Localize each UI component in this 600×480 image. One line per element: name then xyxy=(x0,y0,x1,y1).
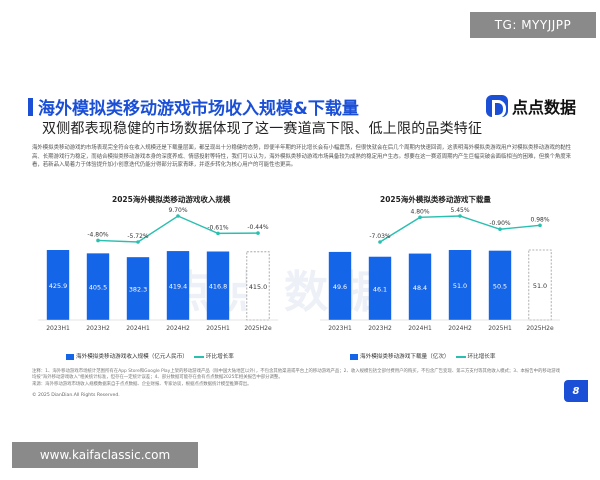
brand-logo: 点点数据 xyxy=(485,94,576,118)
download-bar-value-label: 51.0 xyxy=(453,282,467,290)
revenue-growth-point xyxy=(176,214,180,218)
revenue-bar-value-label: 419.4 xyxy=(169,283,187,291)
download-growth-label: 0.98% xyxy=(530,216,549,223)
slide-subtitle: 双侧都表现稳健的市场数据体现了这一赛道高下限、低上限的品类特征 xyxy=(42,121,483,137)
revenue-growth-label: -5.72% xyxy=(127,233,149,240)
revenue-growth-label: 9.70% xyxy=(168,207,187,214)
diandian-logo-icon xyxy=(485,95,508,118)
download-x-tick-label: 2023H2 xyxy=(368,325,392,332)
legend-bar-swatch xyxy=(66,353,74,360)
revenue-growth-point xyxy=(136,240,140,244)
legend-label-growth: 环比增长率 xyxy=(205,354,234,360)
revenue-bar-value-label: 382.3 xyxy=(129,286,147,294)
download-bar-2024H1 xyxy=(408,253,432,320)
page-number: 8 xyxy=(564,380,588,402)
download-growth-label: 5.45% xyxy=(450,207,469,214)
revenue-bar-2025H1 xyxy=(206,251,230,320)
telegram-badge: TG: MYYJJPP xyxy=(470,12,596,38)
revenue-growth-point xyxy=(256,231,260,235)
revenue-x-tick-label: 2024H2 xyxy=(166,325,190,332)
revenue-bar-2024H1 xyxy=(126,257,150,320)
download-bar-2025H1 xyxy=(488,250,512,320)
download-x-tick-label: 2024H2 xyxy=(448,325,472,332)
download-bar-value-label: 49.6 xyxy=(333,283,347,291)
slide-title: 海外模拟类移动游戏市场收入规模&下载量 xyxy=(38,99,359,119)
brand-logo-text: 点点数据 xyxy=(511,98,576,117)
download-growth-label: 4.80% xyxy=(410,208,429,215)
download-chart: 49.6 2023H1 46.1 2023H2 48.4 2024H1 51.0 2024H2… xyxy=(320,207,560,332)
download-bar-2023H1 xyxy=(328,251,352,320)
revenue-growth-label: -4.80% xyxy=(87,231,109,238)
legend-label-revenue: 海外模拟类移动游戏收入规模（亿元人民币） xyxy=(76,354,188,360)
report-slide: 海外模拟类移动游戏市场收入规模&下载量 双侧都表现稳健的市场数据体现了这一赛道高… xyxy=(20,88,588,408)
download-bar-2025H2e xyxy=(528,249,552,321)
copyright-text: © 2025 DianDian.All Rights Reserved. xyxy=(32,393,120,398)
legend-item-download-growth: 环比增长率 xyxy=(455,352,496,360)
download-bar-value-label: 46.1 xyxy=(373,285,387,293)
download-growth-point xyxy=(538,223,542,228)
revenue-x-tick-label: 2025H1 xyxy=(206,325,230,332)
revenue-bar-value-label: 416.8 xyxy=(209,283,227,291)
download-growth-label: -7.03% xyxy=(369,233,391,240)
download-bar-2023H2 xyxy=(368,256,392,320)
revenue-x-tick-label: 2023H2 xyxy=(86,325,110,332)
revenue-chart-legend: 海外模拟类移动游戏收入规模（亿元人民币） 环比增长率 xyxy=(66,352,234,360)
download-growth-point xyxy=(378,240,382,244)
legend-line-swatch xyxy=(193,355,204,358)
revenue-bar-value-label: 405.5 xyxy=(89,284,107,292)
revenue-bar-2023H1 xyxy=(46,250,70,320)
revenue-growth-label: -0.44% xyxy=(247,224,269,231)
download-x-tick-label: 2025H2e xyxy=(526,325,554,332)
legend-item-download-bars: 海外模拟类移动游戏下载量（亿次） xyxy=(350,352,450,360)
intro-paragraph: 海外模拟类移动游戏的市场表现完全符合在收入规模还是下载量层面，都呈现出十分稳健的… xyxy=(32,145,572,169)
legend-item-revenue-bars: 海外模拟类移动游戏收入规模（亿元人民币） xyxy=(66,352,188,360)
revenue-bar-2024H2 xyxy=(166,251,190,320)
revenue-bar-2023H2 xyxy=(86,253,110,320)
revenue-growth-point xyxy=(216,231,220,236)
revenue-bar-value-label: 415.0 xyxy=(249,283,267,291)
legend-line-swatch xyxy=(455,355,466,358)
download-growth-point xyxy=(418,215,422,220)
download-bar-2024H2 xyxy=(448,250,472,320)
download-growth-line xyxy=(379,215,541,243)
download-x-tick-label: 2023H1 xyxy=(328,325,352,332)
download-growth-point xyxy=(498,227,502,232)
download-bar-value-label: 51.0 xyxy=(533,282,547,290)
revenue-chart-title: 2025海外模拟类移动游戏收入规模 xyxy=(112,195,231,204)
revenue-x-tick-label: 2024H1 xyxy=(126,325,150,332)
download-bar-value-label: 50.5 xyxy=(493,282,507,290)
download-growth-point xyxy=(458,214,462,218)
download-growth-label: -0.90% xyxy=(489,220,511,227)
legend-item-revenue-growth: 环比增长率 xyxy=(193,352,234,360)
footnote-source: 来源：海外移动游戏市场收入规模数据来自于点点数据、企业财报、专家访谈，根据点点数… xyxy=(32,381,252,387)
footnote-notes: 注释：1、海外移动游戏市场统计范围所有在App Store和Google Pla… xyxy=(32,369,560,381)
revenue-growth-label: -0.61% xyxy=(207,224,229,231)
download-chart-legend: 海外模拟类移动游戏下载量（亿次） 环比增长率 xyxy=(350,352,496,360)
revenue-x-tick-label: 2023H1 xyxy=(46,325,70,332)
revenue-growth-point xyxy=(96,238,100,243)
revenue-growth-line xyxy=(97,215,259,243)
revenue-x-tick-label: 2025H2e xyxy=(244,325,272,332)
revenue-chart: 425.9 2023H1 405.5 2023H2 382.3 2024H1 419.4 20… xyxy=(38,207,278,332)
download-chart-title: 2025海外模拟类移动游戏下载量 xyxy=(380,195,491,204)
legend-bar-swatch xyxy=(350,353,358,360)
legend-label-downloads: 海外模拟类移动游戏下载量（亿次） xyxy=(360,354,450,360)
legend-label-growth: 环比增长率 xyxy=(467,354,496,360)
download-bar-value-label: 48.4 xyxy=(413,284,427,292)
footnotes: 注释：1、海外移动游戏市场统计范围所有在App Store和Google Pla… xyxy=(32,369,562,388)
revenue-bar-value-label: 425.9 xyxy=(49,282,67,290)
website-badge: www.kaifaclassic.com xyxy=(12,442,198,468)
download-x-tick-label: 2025H1 xyxy=(488,325,512,332)
title-accent-bar xyxy=(28,98,33,116)
download-x-tick-label: 2024H1 xyxy=(408,325,432,332)
